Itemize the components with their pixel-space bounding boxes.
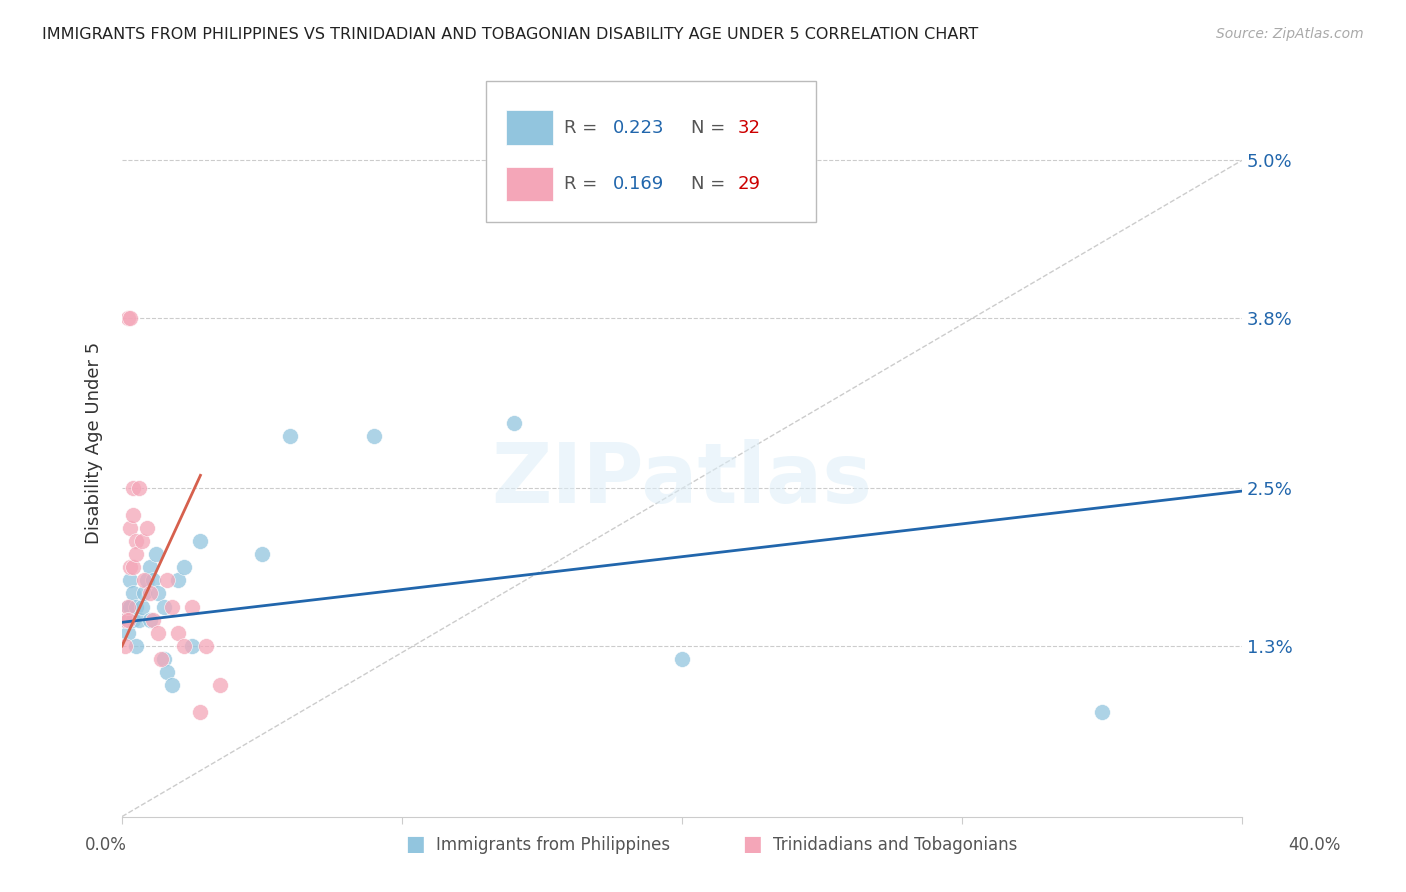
Point — [120, 310, 142, 325]
Text: 0.0%: 0.0% — [84, 836, 127, 854]
Point — [136, 521, 159, 535]
Point — [153, 599, 176, 614]
Point — [139, 560, 162, 574]
Point — [120, 521, 142, 535]
Point — [120, 574, 142, 588]
Point — [190, 705, 212, 719]
Point — [125, 599, 148, 614]
Point — [139, 586, 162, 600]
Point — [131, 599, 153, 614]
Point — [114, 613, 136, 627]
Point — [122, 482, 145, 496]
Point — [128, 613, 150, 627]
Point — [162, 678, 184, 692]
Point — [156, 665, 179, 680]
FancyBboxPatch shape — [506, 111, 553, 145]
Point — [250, 547, 273, 561]
Point — [208, 678, 231, 692]
FancyBboxPatch shape — [486, 81, 817, 222]
Point — [148, 625, 170, 640]
Text: ■: ■ — [405, 834, 425, 854]
Point — [181, 599, 204, 614]
FancyBboxPatch shape — [506, 167, 553, 201]
Point — [167, 574, 190, 588]
Point — [128, 482, 150, 496]
Point — [122, 508, 145, 522]
Point — [142, 574, 165, 588]
Point — [173, 639, 195, 653]
Point — [142, 613, 165, 627]
Point — [278, 429, 301, 443]
Text: R =: R = — [564, 175, 603, 193]
Point — [145, 547, 167, 561]
Point — [117, 310, 139, 325]
Point — [125, 547, 148, 561]
Point — [125, 533, 148, 548]
Point — [190, 533, 212, 548]
Point — [131, 533, 153, 548]
Text: 32: 32 — [738, 119, 761, 136]
Point — [117, 599, 139, 614]
Point — [117, 613, 139, 627]
Point — [114, 639, 136, 653]
Point — [363, 429, 385, 443]
Point — [136, 574, 159, 588]
Point — [181, 639, 204, 653]
Text: 0.223: 0.223 — [613, 119, 664, 136]
Point — [148, 586, 170, 600]
Point — [120, 560, 142, 574]
Text: 40.0%: 40.0% — [1288, 836, 1341, 854]
Text: Immigrants from Philippines: Immigrants from Philippines — [436, 836, 671, 854]
Text: N =: N = — [690, 175, 731, 193]
Text: 0.169: 0.169 — [613, 175, 664, 193]
Text: 29: 29 — [738, 175, 761, 193]
Point — [173, 560, 195, 574]
Y-axis label: Disability Age Under 5: Disability Age Under 5 — [86, 342, 103, 543]
Point — [153, 652, 176, 666]
Point — [117, 625, 139, 640]
Point — [122, 560, 145, 574]
Point — [162, 599, 184, 614]
Text: IMMIGRANTS FROM PHILIPPINES VS TRINIDADIAN AND TOBAGONIAN DISABILITY AGE UNDER 5: IMMIGRANTS FROM PHILIPPINES VS TRINIDADI… — [42, 27, 979, 42]
Point — [134, 586, 156, 600]
Point — [156, 574, 179, 588]
Text: Trinidadians and Tobagonians: Trinidadians and Tobagonians — [773, 836, 1018, 854]
Point — [114, 613, 136, 627]
Point — [150, 652, 173, 666]
Point — [195, 639, 218, 653]
Text: Source: ZipAtlas.com: Source: ZipAtlas.com — [1216, 27, 1364, 41]
Text: N =: N = — [690, 119, 731, 136]
Point — [503, 416, 526, 430]
Point — [122, 613, 145, 627]
Point — [120, 599, 142, 614]
Text: ZIPatlas: ZIPatlas — [492, 440, 873, 520]
Point — [167, 625, 190, 640]
Point — [122, 586, 145, 600]
Point — [125, 639, 148, 653]
Point — [1091, 705, 1114, 719]
Point — [139, 613, 162, 627]
Point — [117, 599, 139, 614]
Text: R =: R = — [564, 119, 603, 136]
Text: ■: ■ — [742, 834, 762, 854]
Point — [671, 652, 693, 666]
Point — [134, 574, 156, 588]
